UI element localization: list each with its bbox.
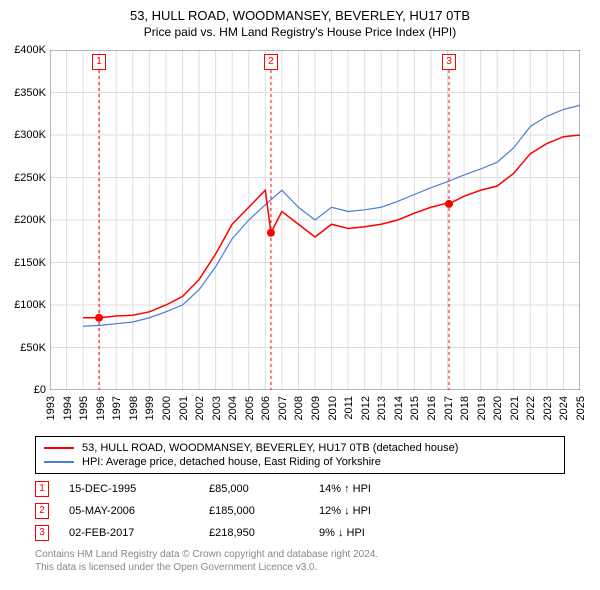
x-axis-label: 2009 (310, 396, 322, 420)
x-axis-label: 1998 (128, 396, 140, 420)
plot-area (50, 50, 580, 390)
chart-container: 53, HULL ROAD, WOODMANSEY, BEVERLEY, HU1… (0, 0, 600, 590)
event-price: £85,000 (209, 483, 319, 495)
sale-marker-2: 2 (264, 54, 278, 70)
y-axis-label: £400K (2, 44, 46, 56)
x-axis-label: 2000 (161, 396, 173, 420)
event-list: 1 15-DEC-1995£85,00014% ↑ HPI 2 05-MAY-2006… (35, 478, 565, 544)
x-axis-label: 2022 (525, 396, 537, 420)
x-axis-label: 2002 (194, 396, 206, 420)
x-axis-label: 2021 (509, 396, 521, 420)
x-axis-label: 2017 (443, 396, 455, 420)
x-axis-label: 1994 (62, 396, 74, 420)
legend: 53, HULL ROAD, WOODMANSEY, BEVERLEY, HU1… (35, 436, 565, 474)
legend-swatch (44, 461, 74, 463)
x-axis-label: 2016 (426, 396, 438, 420)
x-axis-label: 2025 (575, 396, 587, 420)
event-row: 2 05-MAY-2006£185,00012% ↓ HPI (35, 500, 565, 522)
chart-title: 53, HULL ROAD, WOODMANSEY, BEVERLEY, HU1… (0, 0, 600, 23)
event-marker: 2 (35, 503, 49, 519)
y-axis-label: £200K (2, 214, 46, 226)
x-axis-label: 2015 (409, 396, 421, 420)
x-axis-label: 2003 (211, 396, 223, 420)
x-axis-label: 2024 (558, 396, 570, 420)
x-axis-label: 1997 (111, 396, 123, 420)
x-axis-label: 2011 (343, 396, 355, 420)
event-date: 02-FEB-2017 (69, 527, 209, 539)
event-row: 3 02-FEB-2017£218,9509% ↓ HPI (35, 522, 565, 544)
event-price: £218,950 (209, 527, 319, 539)
y-axis-label: £0 (2, 384, 46, 396)
legend-label: HPI: Average price, detached house, East… (82, 456, 381, 468)
legend-item: 53, HULL ROAD, WOODMANSEY, BEVERLEY, HU1… (44, 441, 556, 455)
y-axis-label: £50K (2, 342, 46, 354)
x-axis-label: 2018 (459, 396, 471, 420)
legend-label: 53, HULL ROAD, WOODMANSEY, BEVERLEY, HU1… (82, 442, 458, 454)
y-axis-label: £100K (2, 299, 46, 311)
x-axis-label: 1995 (78, 396, 90, 420)
x-axis-label: 2020 (492, 396, 504, 420)
legend-swatch (44, 447, 74, 449)
y-axis-label: £300K (2, 129, 46, 141)
y-axis-label: £350K (2, 87, 46, 99)
footer-line-2: This data is licensed under the Open Gov… (35, 561, 378, 574)
x-axis-label: 2004 (227, 396, 239, 420)
chart-svg (50, 50, 580, 390)
event-marker: 1 (35, 481, 49, 497)
event-marker: 3 (35, 525, 49, 541)
y-axis-label: £150K (2, 257, 46, 269)
x-axis-label: 2006 (260, 396, 272, 420)
x-axis-label: 2008 (293, 396, 305, 420)
sale-marker-3: 3 (442, 54, 456, 70)
x-axis-label: 1993 (45, 396, 57, 420)
x-axis-label: 2010 (327, 396, 339, 420)
x-axis-label: 2001 (178, 396, 190, 420)
x-axis-label: 2005 (244, 396, 256, 420)
x-axis-label: 1999 (144, 396, 156, 420)
y-axis-label: £250K (2, 172, 46, 184)
event-price: £185,000 (209, 505, 319, 517)
footer-line-1: Contains HM Land Registry data © Crown c… (35, 548, 378, 561)
event-row: 1 15-DEC-1995£85,00014% ↑ HPI (35, 478, 565, 500)
x-axis-label: 2007 (277, 396, 289, 420)
chart-subtitle: Price paid vs. HM Land Registry's House … (0, 23, 600, 39)
event-date: 05-MAY-2006 (69, 505, 209, 517)
x-axis-label: 1996 (95, 396, 107, 420)
event-delta: 12% ↓ HPI (319, 505, 419, 517)
x-axis-label: 2013 (376, 396, 388, 420)
event-delta: 14% ↑ HPI (319, 483, 419, 495)
event-date: 15-DEC-1995 (69, 483, 209, 495)
event-delta: 9% ↓ HPI (319, 527, 419, 539)
x-axis-label: 2012 (360, 396, 372, 420)
x-axis-label: 2019 (476, 396, 488, 420)
sale-marker-1: 1 (92, 54, 106, 70)
footer-attribution: Contains HM Land Registry data © Crown c… (35, 548, 378, 574)
x-axis-label: 2023 (542, 396, 554, 420)
x-axis-label: 2014 (393, 396, 405, 420)
legend-item: HPI: Average price, detached house, East… (44, 455, 556, 469)
